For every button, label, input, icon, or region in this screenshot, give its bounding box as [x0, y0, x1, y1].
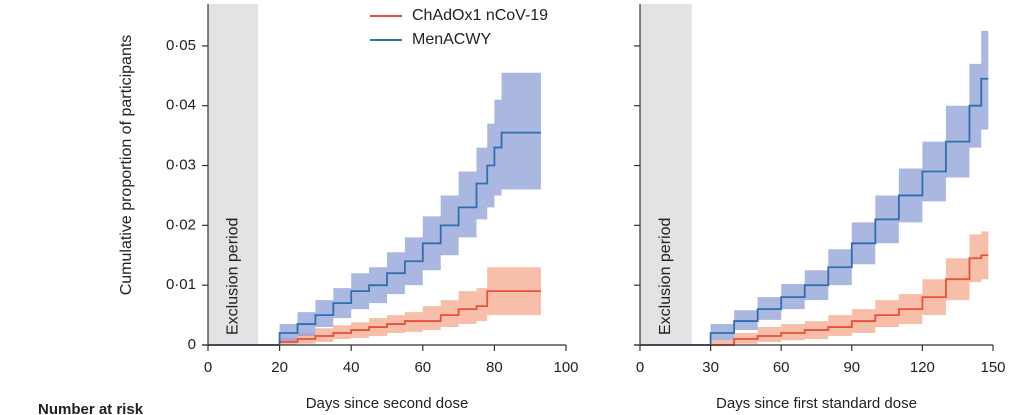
- survival-line: [208, 290, 541, 346]
- x-axis-title: Days since second dose: [306, 395, 469, 412]
- exclusion-band: [640, 4, 692, 345]
- ci-band: [208, 72, 541, 345]
- number-at-risk: Number at risk: [38, 401, 144, 415]
- legend-label: MenACWY: [412, 31, 491, 48]
- x-tick-label: 150: [980, 359, 1005, 376]
- survival-line: [640, 254, 989, 346]
- x-tick-label: 0: [636, 359, 644, 376]
- ci-band: [640, 30, 989, 346]
- survival-line: [640, 77, 989, 346]
- exclusion-label: Exclusion period: [657, 218, 674, 335]
- exclusion-band: [208, 4, 259, 345]
- y-tick-label: 0·01: [166, 276, 196, 293]
- legend-label: ChAdOx1 nCoV-19: [412, 7, 548, 24]
- x-tick-label: 60: [414, 359, 431, 376]
- survival-line: [208, 131, 541, 346]
- x-tick-label: 90: [843, 359, 860, 376]
- x-tick-label: 120: [910, 359, 935, 376]
- y-tick-label: 0·02: [166, 216, 196, 233]
- x-tick-label: 30: [702, 359, 719, 376]
- y-tick-label: 0: [188, 336, 196, 353]
- x-tick-label: 100: [553, 359, 578, 376]
- y-tick-label: 0·05: [166, 37, 196, 54]
- x-tick-label: 80: [486, 359, 503, 376]
- x-tick-label: 0: [204, 359, 212, 376]
- exclusion-label: Exclusion period: [224, 218, 241, 335]
- ci-band: [640, 231, 989, 345]
- x-tick-label: 20: [271, 359, 288, 376]
- y-tick-label: 0·04: [166, 97, 196, 114]
- x-tick-label: 60: [773, 359, 790, 376]
- ci-band: [208, 267, 541, 345]
- y-axis-title: Cumulative proportion of participants: [118, 35, 135, 296]
- y-tick-label: 0·03: [166, 156, 196, 173]
- x-axis-title: Days since first standard dose: [716, 395, 917, 412]
- x-tick-label: 40: [343, 359, 360, 376]
